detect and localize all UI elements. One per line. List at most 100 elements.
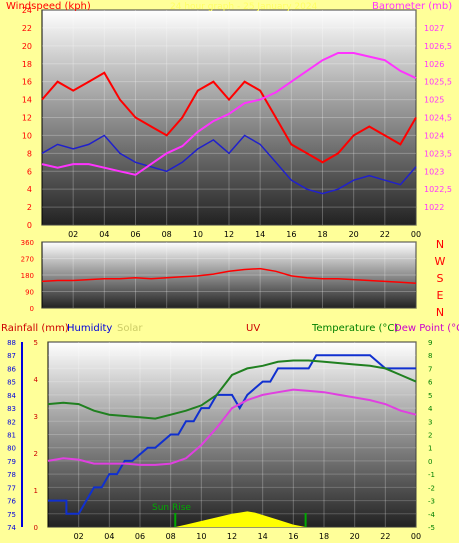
rainfall-y-tick: 4	[34, 376, 39, 384]
barometer-y-axis: 1022 1022,5 1023 1023,5 1024 1024,5 1025 1025,5…	[424, 24, 452, 212]
temperature-y-tick: 7	[428, 365, 432, 373]
humidity-y-tick: 83	[7, 405, 16, 413]
humidity-y-tick: 88	[7, 339, 16, 347]
chart-subtitle: 24 hour graph - 25 January 2024	[170, 2, 318, 12]
barometer-y-tick: 1024,5	[424, 114, 452, 123]
wind-x-tick: 12	[224, 230, 234, 239]
direction-y-tick: 90	[25, 289, 34, 297]
wind-y-tick: 10	[22, 131, 32, 140]
temperature-y-tick: -2	[428, 484, 435, 492]
temperature-line	[47, 359, 417, 420]
temperature-axis-title: Temperature (°C)	[311, 323, 398, 334]
humidity-y-tick: 85	[7, 379, 16, 387]
wind-y-tick: 8	[27, 149, 32, 158]
temperature-y-tick: -3	[428, 498, 435, 506]
compass-letter: S	[437, 272, 444, 285]
wind-y-tick: 6	[27, 167, 32, 176]
barometer-y-tick: 1024	[424, 131, 444, 140]
humidity-y-tick: 75	[7, 511, 16, 519]
wind-y-tick: 2	[27, 203, 32, 212]
sunrise-label: Sun Rise	[152, 503, 191, 513]
wind-x-tick: 02	[68, 230, 78, 239]
direction-y-tick: 360	[21, 239, 34, 247]
humidity-y-tick: 79	[7, 458, 16, 466]
dewpoint-axis-title: Dew Point (°C)	[394, 323, 459, 334]
temperature-y-tick: 6	[428, 379, 433, 387]
wind-x-tick: 18	[317, 230, 327, 239]
barometer-y-tick: 1022,5	[424, 185, 452, 194]
wind-x-tick: 00	[411, 230, 421, 239]
compass-letter: W	[435, 255, 446, 268]
humidity-y-tick: 87	[7, 352, 16, 360]
humidity-y-axis: 74 75 76 77 78 79 80 81 82 83 84 85 86 87 88	[7, 339, 23, 532]
temp-grid	[48, 341, 417, 528]
rainfall-y-tick: 5	[34, 339, 38, 347]
wind-y-tick: 20	[22, 42, 32, 51]
barometer-y-tick: 1025,5	[424, 78, 452, 87]
humidity-y-tick: 81	[7, 432, 16, 440]
wind-y-tick: 12	[22, 114, 32, 123]
wind-x-tick: 06	[130, 230, 140, 239]
temp-x-tick: 14	[258, 532, 268, 541]
temperature-y-tick: 1	[428, 445, 432, 453]
wind-x-tick: 10	[193, 230, 203, 239]
temp-x-tick: 10	[196, 532, 206, 541]
barometer-y-tick: 1025	[424, 96, 444, 105]
wind-series	[41, 52, 417, 195]
wind-y-tick: 18	[22, 60, 32, 69]
direction-plot-area	[41, 241, 417, 309]
temp-x-tick: 20	[350, 532, 360, 541]
direction-line	[41, 267, 417, 285]
temp-x-tick: 18	[319, 532, 329, 541]
humidity-y-tick: 80	[7, 445, 16, 453]
windspeed-axis-title: Windspeed (kph)	[6, 1, 91, 12]
rainfall-y-tick: 3	[34, 413, 38, 421]
humidity-y-tick: 82	[7, 418, 16, 426]
barometer-y-tick: 1027	[424, 24, 444, 33]
wind-y-tick: 16	[22, 78, 32, 87]
direction-y-axis: 0 90 180 270 360	[21, 239, 34, 313]
rainfall-y-tick: 0	[34, 524, 38, 532]
wind-x-tick: 08	[162, 230, 172, 239]
compass-letter: N	[436, 238, 444, 251]
humidity-legend-label: Humidity	[67, 323, 112, 334]
barometer-line	[41, 52, 417, 176]
humidity-y-tick: 86	[7, 365, 16, 373]
direction-y-tick: 270	[21, 256, 34, 264]
humidity-y-tick: 84	[7, 392, 16, 400]
temperature-y-tick: 9	[428, 339, 432, 347]
temp-x-axis: 02 04 06 08 10 12 14 16 18 20 22 00	[74, 532, 422, 541]
wind-x-tick: 20	[349, 230, 359, 239]
wind-x-tick: 04	[99, 230, 109, 239]
wind-y-tick: 14	[22, 96, 32, 105]
windspeed-line	[41, 134, 417, 195]
temperature-y-tick: -4	[428, 511, 436, 519]
wind-plot-area	[41, 9, 417, 226]
temperature-y-tick: 3	[428, 418, 432, 426]
rainfall-axis-title: Rainfall (mm)	[1, 323, 69, 334]
wind-y-tick: 24	[22, 6, 32, 15]
rainfall-y-tick: 2	[34, 450, 38, 458]
humidity-y-tick: 76	[7, 498, 16, 506]
direction-y-tick: 0	[30, 305, 34, 313]
rainfall-y-tick: 1	[34, 487, 38, 495]
compass-letter: N	[436, 306, 444, 319]
compass-letter: E	[437, 289, 444, 302]
gust-line	[41, 71, 417, 164]
wind-x-tick: 22	[380, 230, 390, 239]
wind-grid	[42, 9, 417, 226]
solar-area	[175, 511, 306, 527]
humidity-y-tick: 74	[7, 524, 16, 532]
barometer-axis-title: Barometer (mb)	[372, 1, 452, 12]
barometer-y-tick: 1022	[424, 203, 444, 212]
barometer-y-tick: 1023	[424, 167, 444, 176]
temperature-y-axis: -5 -4 -3 -2 -1 0 1 2 3 4 5 6 7 8 9	[428, 339, 436, 532]
humidity-y-tick: 77	[7, 484, 16, 492]
wind-x-axis: 02 04 06 08 10 12 14 16 18 20 22 00	[68, 230, 421, 239]
temp-series	[47, 354, 417, 527]
temp-x-tick: 00	[411, 532, 421, 541]
